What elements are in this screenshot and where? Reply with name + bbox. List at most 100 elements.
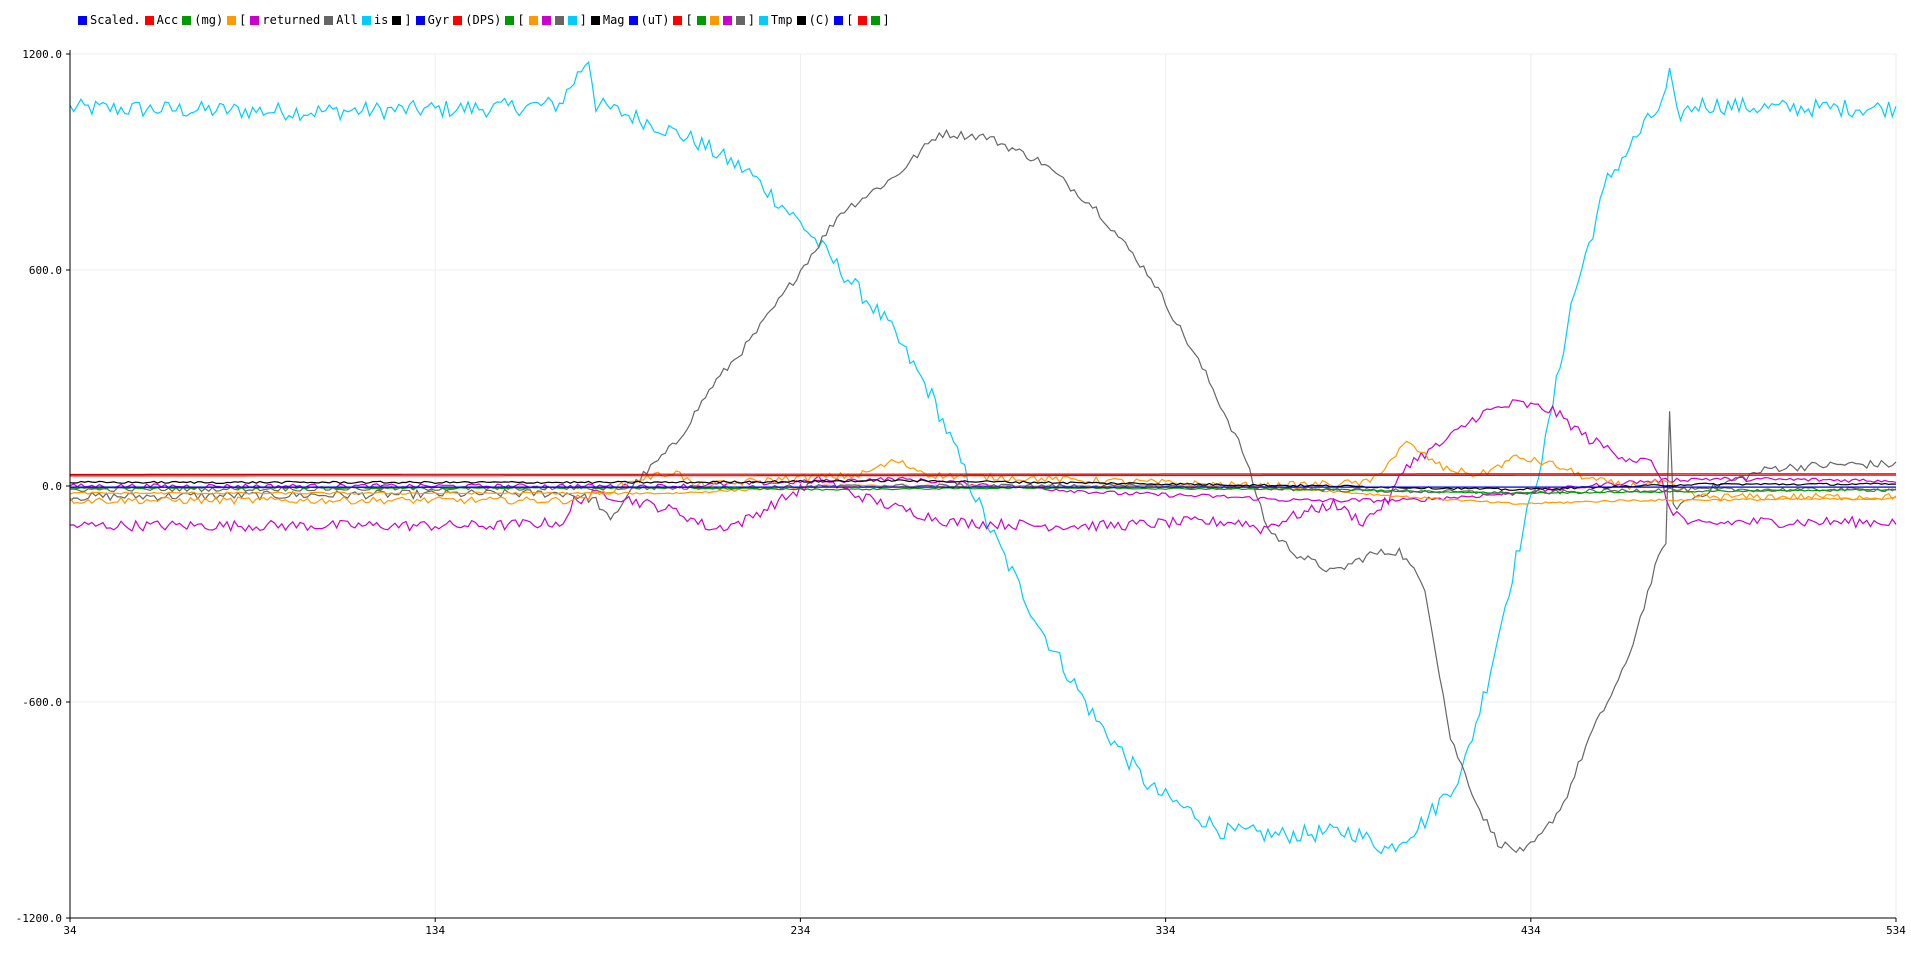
legend-item [541, 15, 554, 25]
legend-item: (mg) [182, 13, 223, 27]
legend-label: returned [262, 13, 321, 27]
legend-item: Tmp [758, 13, 793, 27]
series-line [70, 473, 1896, 476]
legend-item: ] [567, 13, 587, 27]
legend-label: (uT) [640, 13, 670, 27]
legend-label: ] [579, 13, 587, 27]
legend-item [554, 15, 567, 25]
legend-label: Tmp [770, 13, 793, 27]
legend-label: [ [239, 13, 247, 27]
legend-item: [ [673, 13, 693, 27]
series-line [69, 399, 1897, 535]
legend-item: ] [392, 13, 412, 27]
legend-item [696, 15, 709, 25]
legend-swatch [324, 15, 334, 25]
series-line [70, 474, 1896, 477]
x-tick-label: 234 [790, 924, 810, 937]
legend-label: Acc [156, 13, 179, 27]
legend-swatch [834, 15, 844, 25]
legend-item [709, 15, 722, 25]
legend-swatch [673, 15, 683, 25]
legend-item [528, 15, 541, 25]
legend-item [857, 15, 870, 25]
series-line [69, 484, 1896, 505]
legend-swatch [567, 15, 577, 25]
legend-swatch [528, 15, 538, 25]
legend-item [722, 15, 735, 25]
legend-item: (C) [796, 13, 831, 27]
legend-item: ] [870, 13, 890, 27]
legend-label: [ [517, 13, 525, 27]
legend-swatch [182, 15, 192, 25]
series-line [69, 60, 1897, 855]
legend-swatch [590, 15, 600, 25]
legend-item: (uT) [628, 13, 670, 27]
series-line [69, 440, 1897, 505]
x-tick-label: 134 [425, 924, 445, 937]
legend-label: All [336, 13, 358, 27]
legend-swatch [857, 15, 867, 25]
legend-swatch [541, 15, 551, 25]
legend-swatch [505, 15, 515, 25]
legend-item: ] [735, 13, 755, 27]
legend-item: is [361, 13, 389, 27]
legend-item: [ [834, 13, 854, 27]
legend-swatch [361, 15, 371, 25]
legend-swatch [78, 15, 87, 25]
legend-swatch [722, 15, 732, 25]
legend-swatch [628, 15, 638, 25]
y-tick-label: 1200.0 [22, 48, 62, 61]
legend-swatch [453, 15, 463, 25]
legend-label: Gyr [427, 13, 450, 27]
legend-swatch [554, 15, 564, 25]
legend-swatch [796, 15, 806, 25]
legend-label: ] [404, 13, 412, 27]
legend-label: is [373, 13, 389, 27]
legend-label: [ [846, 13, 854, 27]
series-line [69, 486, 1897, 495]
legend-label: (DPS) [465, 13, 502, 27]
legend-label: ] [747, 13, 755, 27]
legend-swatch [144, 15, 154, 25]
series-line [69, 128, 1897, 854]
axes: 1200.0 600.0 0.0 -600.0 -1200.034 134 234 334 43… [16, 48, 1907, 937]
series-lines [69, 60, 1897, 855]
legend-item: Gyr [415, 13, 450, 27]
y-tick-label: 600.0 [29, 264, 62, 277]
series-line [69, 479, 1897, 491]
legend-item: Scaled. [78, 13, 141, 27]
legend-swatch [392, 15, 402, 25]
x-tick-label: 434 [1521, 924, 1541, 937]
legend-label: Scaled. [90, 13, 141, 27]
legend-item: [ [227, 13, 246, 27]
legend-swatch [696, 15, 706, 25]
legend-swatch [227, 15, 237, 25]
legend-label: ] [882, 13, 890, 27]
legend-label: Mag [602, 13, 625, 27]
chart-legend: Scaled. Acc (mg) [ returned All is] Gyr (DPS) [] M… [78, 12, 894, 28]
y-tick-label: 0.0 [42, 480, 62, 493]
legend-item: returned [250, 13, 320, 27]
series-line [69, 476, 1897, 504]
legend-swatch [709, 15, 719, 25]
legend-swatch [870, 15, 880, 25]
y-tick-label: -600.0 [22, 696, 62, 709]
x-tick-label: 34 [63, 924, 77, 937]
legend-swatch [415, 15, 425, 25]
legend-label: [ [685, 13, 693, 27]
x-tick-label: 534 [1886, 924, 1906, 937]
legend-item: Acc [144, 13, 179, 27]
legend-item: Mag [590, 13, 625, 27]
legend-label: (C) [808, 13, 831, 27]
legend-swatch [250, 15, 260, 25]
legend-item: All [324, 13, 358, 27]
y-tick-label: -1200.0 [16, 912, 62, 925]
x-tick-label: 334 [1156, 924, 1176, 937]
legend-label: (mg) [194, 13, 224, 27]
legend-swatch [758, 15, 768, 25]
grid-lines [69, 53, 1897, 919]
legend-swatch [735, 15, 745, 25]
legend-item: (DPS) [453, 13, 501, 27]
legend-item: [ [505, 13, 525, 27]
